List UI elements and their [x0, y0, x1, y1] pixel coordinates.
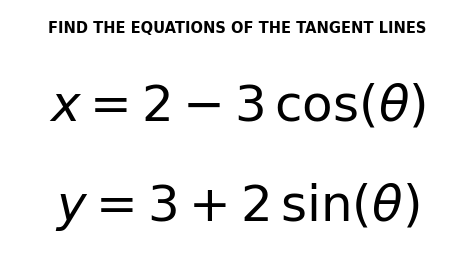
Text: FIND THE EQUATIONS OF THE TANGENT LINES: FIND THE EQUATIONS OF THE TANGENT LINES — [48, 21, 426, 36]
Text: $x = 2 - 3\,\cos(\theta)$: $x = 2 - 3\,\cos(\theta)$ — [48, 82, 426, 130]
Text: $y = 3 + 2\,\sin(\theta)$: $y = 3 + 2\,\sin(\theta)$ — [55, 181, 419, 234]
